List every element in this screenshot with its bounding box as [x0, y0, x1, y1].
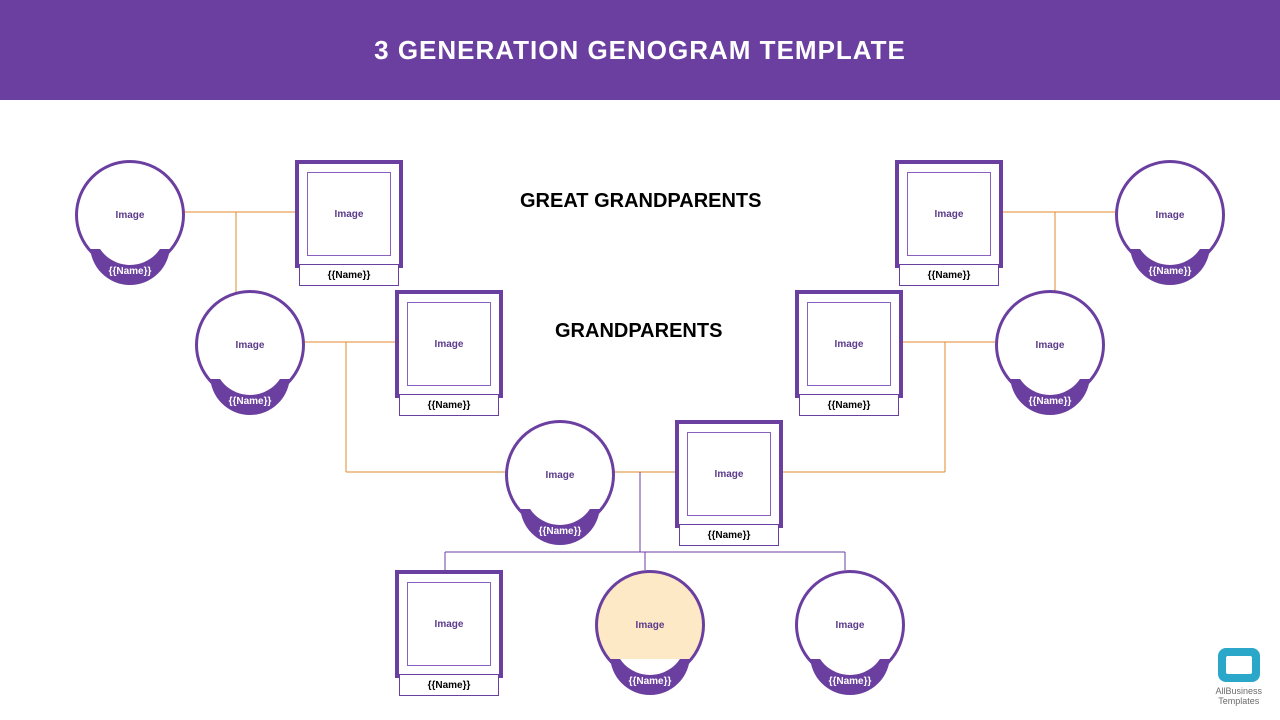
- genogram-node[interactable]: Image{{Name}}: [895, 160, 1003, 268]
- genogram-node[interactable]: Image{{Name}}: [395, 570, 503, 678]
- brand-text-2: Templates: [1215, 696, 1262, 706]
- genogram-node[interactable]: Image{{Name}}: [295, 160, 403, 268]
- genogram-node[interactable]: Image{{Name}}: [1115, 160, 1225, 270]
- page-title: 3 GENERATION GENOGRAM TEMPLATE: [374, 35, 906, 66]
- genogram-node[interactable]: Image{{Name}}: [795, 570, 905, 680]
- genogram-node[interactable]: Image{{Name}}: [75, 160, 185, 270]
- label-great-grandparents: GREAT GRANDPARENTS: [520, 190, 761, 213]
- genogram-node[interactable]: Image{{Name}}: [595, 570, 705, 680]
- brand-logo: AllBusiness Templates: [1215, 648, 1262, 706]
- diagram-stage: GREAT GRANDPARENTS GRANDPARENTS Image{{N…: [0, 100, 1280, 720]
- header-bar: 3 GENERATION GENOGRAM TEMPLATE: [0, 0, 1280, 100]
- genogram-node[interactable]: Image{{Name}}: [675, 420, 783, 528]
- genogram-node[interactable]: Image{{Name}}: [395, 290, 503, 398]
- brand-text-1: AllBusiness: [1215, 686, 1262, 696]
- genogram-node[interactable]: Image{{Name}}: [505, 420, 615, 530]
- genogram-node[interactable]: Image{{Name}}: [795, 290, 903, 398]
- genogram-node[interactable]: Image{{Name}}: [195, 290, 305, 400]
- genogram-node[interactable]: Image{{Name}}: [995, 290, 1105, 400]
- label-grandparents: GRANDPARENTS: [555, 320, 722, 343]
- laptop-icon: [1218, 648, 1260, 682]
